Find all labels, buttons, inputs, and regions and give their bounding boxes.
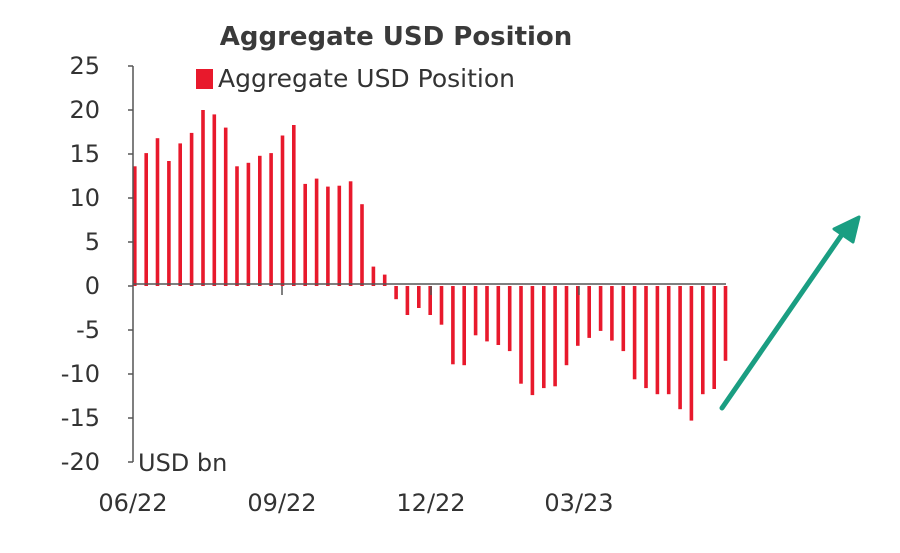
bar: [189, 132, 194, 286]
bar: [337, 185, 342, 286]
bar: [258, 155, 262, 286]
bar: [632, 286, 637, 380]
bar: [212, 114, 217, 287]
bar: [598, 286, 603, 331]
x-tick-label: 03/23: [544, 489, 613, 517]
bar: [348, 181, 353, 286]
y-tick-label: -20: [61, 448, 100, 476]
bar: [712, 286, 716, 389]
bar: [280, 135, 285, 286]
x-tick-label: 09/22: [247, 489, 316, 517]
y-tick-label: 20: [69, 96, 100, 124]
bar: [235, 166, 239, 286]
bar: [666, 286, 671, 395]
y-tick-label: 15: [69, 140, 100, 168]
bar: [553, 286, 557, 387]
bar: [576, 286, 580, 346]
bar: [303, 183, 307, 286]
bar: [269, 153, 273, 286]
bar: [246, 162, 251, 286]
y-axis-ticks: 25 20 15 10 5 0 -5 -10 -15 -20: [61, 52, 133, 476]
chart-title: Aggregate USD Position: [220, 22, 573, 52]
bar: [405, 286, 410, 315]
bar: [507, 286, 512, 352]
bar: [223, 127, 228, 286]
bar: [678, 286, 682, 410]
bar: [371, 266, 376, 286]
bar: [519, 286, 523, 384]
bar: [326, 186, 330, 286]
trend-arrow-head: [832, 215, 861, 244]
y-tick-label: -5: [76, 316, 100, 344]
bar: [439, 286, 444, 325]
bar: [292, 125, 296, 286]
bar: [382, 274, 387, 286]
bar: [621, 286, 626, 352]
bar: [496, 286, 501, 345]
bar: [417, 286, 421, 308]
y-axis-unit-label: USD bn: [138, 449, 227, 477]
trend-arrow: [719, 215, 861, 411]
y-tick-label: 0: [85, 272, 100, 300]
x-tick-label: 06/22: [98, 489, 167, 517]
bar: [144, 153, 148, 286]
y-tick-label: 25: [69, 52, 100, 80]
bar: [644, 286, 648, 389]
bar: [530, 286, 535, 396]
bar: [701, 286, 705, 395]
bar: [451, 286, 455, 365]
y-tick-label: 10: [69, 184, 100, 212]
y-tick-label: 5: [85, 228, 100, 256]
y-tick-label: -15: [61, 404, 100, 432]
bar: [155, 138, 160, 286]
bar: [394, 286, 398, 300]
bar: [360, 204, 364, 286]
bar: [723, 286, 728, 361]
bar: [314, 178, 319, 286]
bar: [587, 286, 591, 338]
y-tick-label: -10: [61, 360, 100, 388]
bar: [542, 286, 546, 389]
trend-arrow-shaft: [719, 230, 846, 411]
legend-swatch: [196, 69, 213, 89]
bar: [178, 143, 182, 286]
bar: [201, 110, 205, 286]
bar: [485, 286, 489, 342]
bar: [473, 286, 478, 336]
bar-group: [133, 110, 728, 421]
bar: [655, 286, 660, 395]
bar: [564, 286, 569, 366]
bar: [689, 286, 694, 421]
legend-label: Aggregate USD Position: [218, 64, 515, 93]
x-tick-label: 12/22: [396, 489, 465, 517]
bar: [610, 286, 614, 341]
bar: [462, 286, 466, 366]
x-axis-ticks: 06/22 09/22 12/22 03/23: [98, 286, 614, 517]
bar: [133, 166, 137, 286]
bar: [167, 161, 171, 286]
bar: [428, 286, 432, 315]
